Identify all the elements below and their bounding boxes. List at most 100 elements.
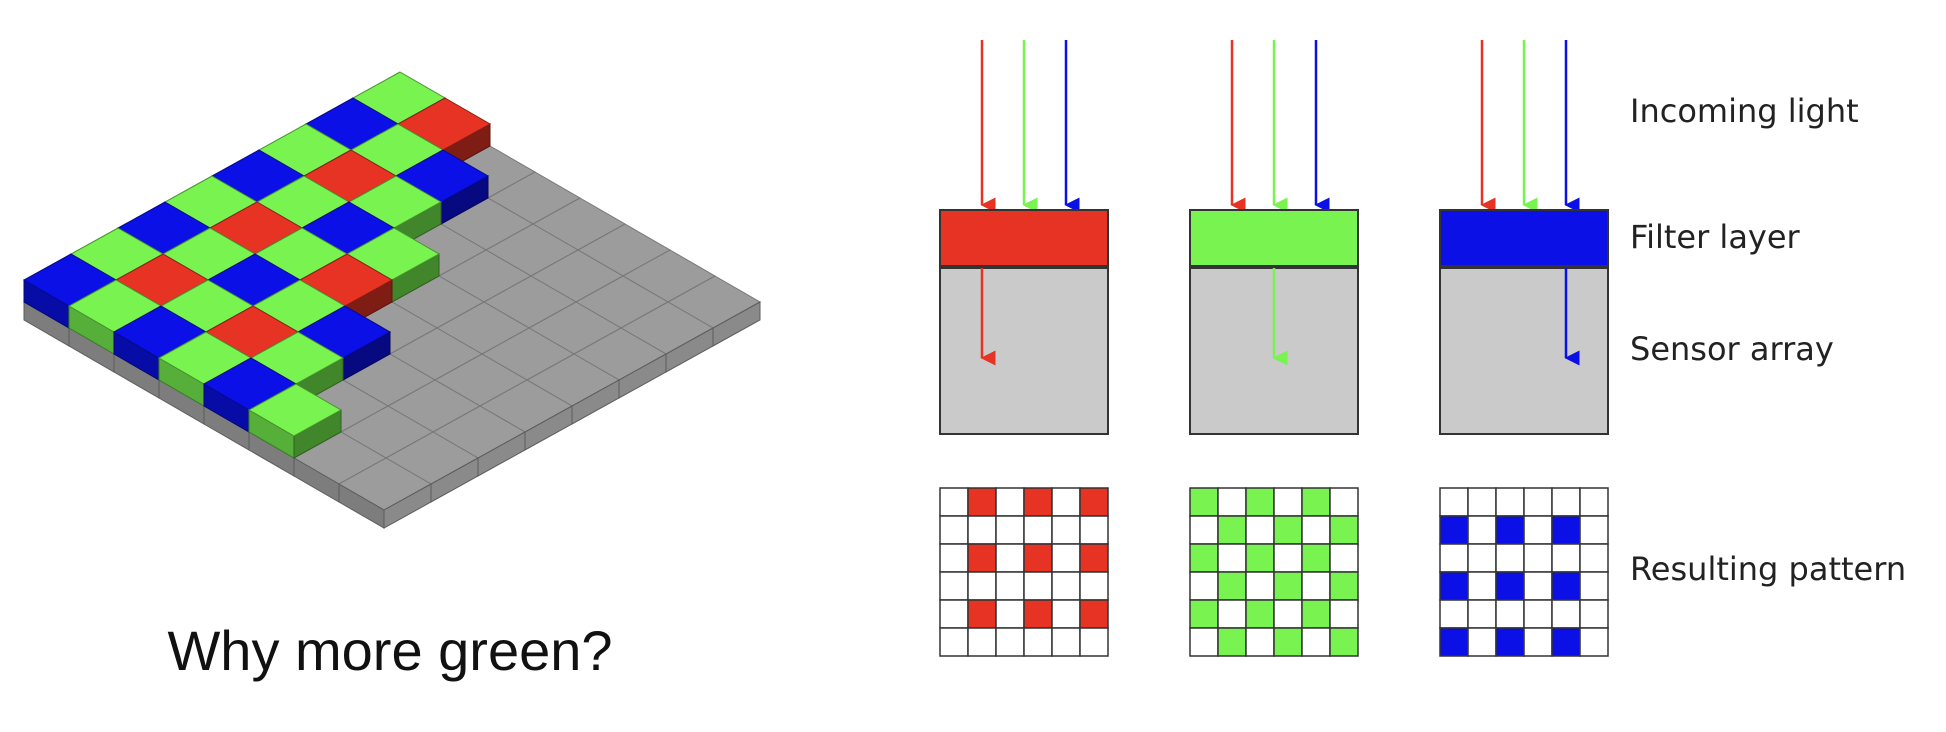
pattern-cell — [1273, 487, 1303, 517]
pattern-cell — [1079, 543, 1109, 573]
pattern-cell — [1329, 515, 1359, 545]
pattern-cell — [1189, 627, 1219, 657]
pattern-cell — [1467, 487, 1497, 517]
pattern-cell — [1051, 627, 1081, 657]
pattern-cell — [1439, 627, 1469, 657]
pattern-cell — [1523, 515, 1553, 545]
pattern-cell — [1301, 627, 1331, 657]
sensor-box — [1439, 267, 1609, 435]
pattern-cell — [939, 627, 969, 657]
pattern-cell — [995, 599, 1025, 629]
pattern-cell — [939, 487, 969, 517]
pattern-cell — [1329, 543, 1359, 573]
pattern-cell — [1051, 599, 1081, 629]
pattern-cell — [1051, 515, 1081, 545]
pattern-cell — [967, 543, 997, 573]
pattern-cell — [1301, 487, 1331, 517]
pattern-cell — [1051, 487, 1081, 517]
pattern-cell — [1551, 627, 1581, 657]
pattern-cell — [967, 599, 997, 629]
pattern-cell — [1329, 571, 1359, 601]
pattern-cell — [967, 515, 997, 545]
pattern-cell — [1273, 515, 1303, 545]
pattern-cell — [1467, 515, 1497, 545]
pattern-cell — [1467, 627, 1497, 657]
pattern-cell — [1495, 571, 1525, 601]
filter-layer-red — [939, 209, 1109, 267]
pattern-cell — [1439, 487, 1469, 517]
pattern-cell — [1439, 515, 1469, 545]
pattern-cell — [1273, 627, 1303, 657]
pattern-cell — [1023, 487, 1053, 517]
pattern-cell — [1579, 487, 1609, 517]
pattern-cell — [1551, 515, 1581, 545]
pattern-cell — [939, 515, 969, 545]
pattern-cell — [939, 543, 969, 573]
pattern-cell — [1189, 599, 1219, 629]
pattern-cell — [967, 571, 997, 601]
pattern-cell — [1189, 543, 1219, 573]
base-side-left — [383, 483, 432, 529]
pattern-cell — [1439, 571, 1469, 601]
pattern-cell — [1301, 543, 1331, 573]
pattern-cell — [1189, 487, 1219, 517]
pattern-cell — [1217, 627, 1247, 657]
pattern-cell — [967, 487, 997, 517]
pattern-cell — [1079, 571, 1109, 601]
pattern-cell — [1495, 543, 1525, 573]
pattern-cell — [1217, 571, 1247, 601]
pattern-cell — [1495, 599, 1525, 629]
pattern-cell — [995, 627, 1025, 657]
pattern-cell — [1023, 571, 1053, 601]
pattern-cell — [1023, 599, 1053, 629]
pattern-cell — [1245, 487, 1275, 517]
filter-layer-green — [1189, 209, 1359, 267]
pattern-cell — [1467, 543, 1497, 573]
pattern-cell — [1579, 515, 1609, 545]
pattern-cell — [1051, 571, 1081, 601]
pattern-cell — [1245, 599, 1275, 629]
label-filter-layer: Filter layer — [1630, 218, 1800, 256]
pattern-cell — [1217, 543, 1247, 573]
pattern-cell — [1523, 487, 1553, 517]
pattern-cell — [1245, 571, 1275, 601]
pattern-cell — [995, 487, 1025, 517]
filter-column-blue — [1439, 40, 1609, 657]
pattern-cell — [1079, 599, 1109, 629]
pattern-cell — [1189, 571, 1219, 601]
pattern-cell — [1301, 515, 1331, 545]
pattern-cell — [995, 543, 1025, 573]
pattern-cell — [1495, 487, 1525, 517]
pattern-cell — [1523, 627, 1553, 657]
pattern-cell — [1467, 599, 1497, 629]
pattern-cell — [1439, 543, 1469, 573]
pattern-cell — [1551, 543, 1581, 573]
pattern-cell — [1329, 627, 1359, 657]
pattern-cell — [1301, 571, 1331, 601]
pattern-cell — [1273, 599, 1303, 629]
filter-column-green — [1189, 40, 1359, 657]
pattern-cell — [995, 515, 1025, 545]
pattern-cell — [1329, 599, 1359, 629]
caption-why-more-green: Why more green? — [167, 619, 613, 682]
pattern-cell — [1079, 515, 1109, 545]
pattern-cell — [1495, 515, 1525, 545]
label-incoming-light: Incoming light — [1630, 92, 1859, 130]
pattern-cell — [1023, 627, 1053, 657]
pattern-cell — [1579, 543, 1609, 573]
pattern-cell — [995, 571, 1025, 601]
pattern-cell — [1551, 487, 1581, 517]
pattern-cell — [1579, 627, 1609, 657]
pattern-cell — [1023, 515, 1053, 545]
pattern-cell — [1217, 515, 1247, 545]
pattern-cell — [1551, 599, 1581, 629]
pattern-cell — [1079, 627, 1109, 657]
pattern-cell — [1523, 599, 1553, 629]
cube-top-face — [247, 383, 343, 437]
label-sensor-array: Sensor array — [1630, 330, 1834, 368]
filter-layer-blue — [1439, 209, 1609, 267]
pattern-cell — [1051, 543, 1081, 573]
pattern-cell — [1495, 627, 1525, 657]
pattern-cell — [1189, 515, 1219, 545]
